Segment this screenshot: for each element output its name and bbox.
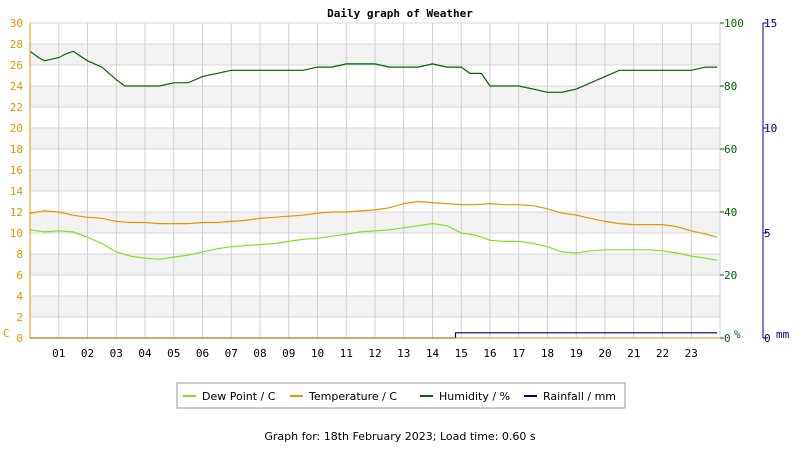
legend: Dew Point / C Temperature / C Humidity / %… xyxy=(176,382,626,409)
humidity-axis-unit: % xyxy=(734,328,741,341)
x-tick-label: 05 xyxy=(167,347,180,360)
legend-box xyxy=(176,382,626,409)
humidity-tick-label: 20 xyxy=(724,269,737,282)
x-tick-label: 09 xyxy=(282,347,295,360)
left-tick-label: 4 xyxy=(16,290,23,303)
x-tick-label: 15 xyxy=(455,347,468,360)
rainfall-tick-label: 15 xyxy=(764,17,777,30)
x-tick-label: 19 xyxy=(570,347,583,360)
x-tick-label: 22 xyxy=(656,347,669,360)
left-tick-label: 10 xyxy=(10,227,23,240)
x-tick-label: 16 xyxy=(483,347,496,360)
x-tick-label: 14 xyxy=(426,347,440,360)
rainfall-tick-label: 5 xyxy=(764,227,771,240)
x-tick-label: 13 xyxy=(397,347,410,360)
plot-gridlines xyxy=(30,22,720,339)
left-tick-label: 26 xyxy=(10,59,23,72)
x-tick-label: 07 xyxy=(225,347,238,360)
x-tick-label: 03 xyxy=(110,347,123,360)
rainfall-axis-unit: mm xyxy=(776,328,790,341)
series-line-1 xyxy=(29,222,718,261)
humidity-tick-label: 80 xyxy=(724,80,737,93)
legend-label: Temperature / C xyxy=(308,390,397,403)
left-tick-label: 8 xyxy=(16,248,23,261)
x-tick-label: 06 xyxy=(196,347,209,360)
x-tick-label: 02 xyxy=(81,347,94,360)
left-tick-label: 14 xyxy=(10,185,24,198)
series-line-2 xyxy=(29,200,718,238)
left-tick-label: 0 xyxy=(16,332,23,345)
left-tick-label: 22 xyxy=(10,101,23,114)
rainfall-tick-label: 0 xyxy=(764,332,771,345)
footer-text: Graph for: 18th February 2023; Load time… xyxy=(264,430,536,443)
left-tick-label: 30 xyxy=(10,17,23,30)
left-tick-label: 20 xyxy=(10,122,23,135)
legend-label: Rainfall / mm xyxy=(543,390,616,403)
x-tick-label: 11 xyxy=(340,347,353,360)
left-tick-label: 24 xyxy=(10,80,24,93)
rainfall-tick-label: 10 xyxy=(764,122,777,135)
legend-label: Humidity / % xyxy=(439,390,510,403)
x-tick-label: 04 xyxy=(138,347,152,360)
legend-label: Dew Point / C xyxy=(202,390,276,403)
left-axis-unit: C xyxy=(3,327,10,340)
x-tick-label: 12 xyxy=(368,347,381,360)
plot-axes-group xyxy=(29,22,767,339)
left-tick-label: 12 xyxy=(10,206,23,219)
left-tick-label: 6 xyxy=(16,269,23,282)
x-tick-label: 23 xyxy=(685,347,698,360)
left-tick-label: 16 xyxy=(10,164,23,177)
left-tick-label: 28 xyxy=(10,38,23,51)
humidity-tick-label: 60 xyxy=(724,143,737,156)
x-tick-label: 08 xyxy=(253,347,266,360)
x-tick-label: 01 xyxy=(52,347,65,360)
x-tick-label: 10 xyxy=(311,347,324,360)
x-tick-label: 18 xyxy=(541,347,554,360)
series-line-3 xyxy=(29,50,718,93)
chart-title: Daily graph of Weather xyxy=(327,7,473,20)
left-tick-label: 18 xyxy=(10,143,23,156)
x-tick-label: 21 xyxy=(627,347,640,360)
humidity-tick-label: 100 xyxy=(724,17,744,30)
x-tick-label: 17 xyxy=(512,347,525,360)
humidity-tick-label: 40 xyxy=(724,206,737,219)
humidity-tick-label: 0 xyxy=(724,332,731,345)
left-tick-label: 2 xyxy=(16,311,23,324)
x-tick-label: 20 xyxy=(598,347,611,360)
